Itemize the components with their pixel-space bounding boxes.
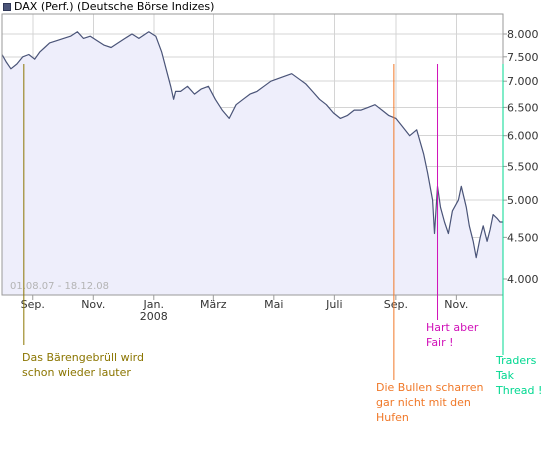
y-tick-label: 7.000 (507, 75, 539, 88)
annotations (23, 64, 504, 380)
x-axis: Sep. Nov. Jan.2008 März Mai Juli Sep. Nov. (21, 295, 468, 323)
y-tick-label: 8.000 (507, 28, 539, 41)
x-tick-label: Nov. (81, 298, 105, 311)
annotation-text: Das Bärengebrüll wird schon wieder laute… (22, 351, 144, 379)
x-tick-label: Mai (264, 298, 283, 311)
x-tick-sublabel: 2008 (140, 310, 168, 323)
y-axis: 4.000 4.500 5.000 5.500 6.000 6.500 7.000 7.500… (503, 28, 539, 286)
chart-title: DAX (Perf.) (Deutsche Börse Indizes) (14, 0, 215, 13)
legend-swatch (3, 3, 11, 11)
y-tick-label: 6.000 (507, 130, 539, 143)
x-tick-label: Nov. (444, 298, 468, 311)
y-tick-label: 4.000 (507, 273, 539, 286)
y-tick-label: 6.500 (507, 101, 539, 114)
x-tick-label: März (200, 298, 227, 311)
y-tick-label: 4.500 (507, 231, 539, 244)
x-tick-label: Juli (325, 298, 342, 311)
series-area (2, 31, 503, 296)
x-tick-label: Sep. (21, 298, 45, 311)
x-tick-label: Jan. (143, 298, 164, 311)
annotation-text: Traders Tak Thread ! (496, 354, 543, 397)
y-tick-label: 5.500 (507, 160, 539, 173)
x-tick-label: Sep. (384, 298, 408, 311)
date-range-label: 01.08.07 - 18.12.08 (10, 281, 109, 292)
y-tick-label: 7.500 (507, 51, 539, 64)
annotation-text: Hart aber Fair ! (426, 321, 479, 349)
annotation-text: Die Bullen scharren gar nicht mit den Hu… (376, 381, 484, 424)
series-line (1, 31, 503, 259)
y-tick-label: 5.000 (507, 194, 539, 207)
